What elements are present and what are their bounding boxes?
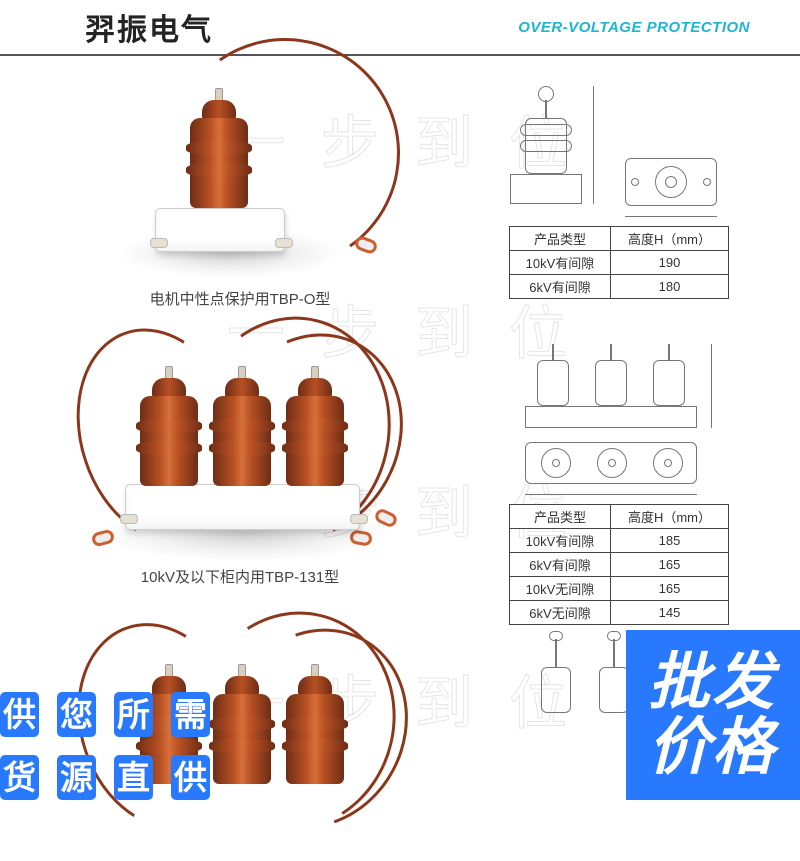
- spec-table-2: 产品类型高度H（mm）10kV有间隙1856kV有间隙16510kV无间隙165…: [509, 504, 729, 625]
- mount-lug: [350, 514, 368, 524]
- device-base: [125, 484, 360, 530]
- insulator: [286, 694, 344, 784]
- insulator: [140, 396, 198, 486]
- page: 羿振电气 OVER-VOLTAGE PROTECTION 一步到位 一步到位 一…: [0, 0, 800, 800]
- product-photo-1: [100, 78, 380, 278]
- overlay-chip: 直: [114, 755, 153, 800]
- schematic-2: 产品类型高度H（mm）10kV有间隙1856kV有间隙16510kV无间隙165…: [505, 344, 745, 594]
- header: 羿振电气 OVER-VOLTAGE PROTECTION: [0, 0, 800, 56]
- brand-en: OVER-VOLTAGE PROTECTION: [518, 19, 750, 36]
- insulator: [213, 694, 271, 784]
- overlay-chip: 货: [0, 755, 39, 800]
- mount-lug: [150, 238, 168, 248]
- device-base: [155, 208, 285, 252]
- product-photo-2: [100, 356, 380, 556]
- ring-terminal: [353, 235, 378, 256]
- overlay-chip: 您: [57, 692, 96, 737]
- schematic-1: 产品类型高度H（mm）10kV有间隙1906kV有间隙180: [505, 66, 745, 286]
- overlay-right-line2: 价格: [648, 715, 776, 780]
- insulator: [286, 396, 344, 486]
- overlay-right-line1: 批发: [648, 650, 776, 715]
- mount-lug: [120, 514, 138, 524]
- insulator: [213, 396, 271, 486]
- brand-cn: 羿振电气: [85, 5, 213, 49]
- overlay-right: 批发 价格: [626, 630, 800, 800]
- overlay-left: 供您所需货源直供: [0, 692, 210, 800]
- caption-2: 10kV及以下柜内用TBP-131型: [100, 566, 380, 587]
- spec-table-1: 产品类型高度H（mm）10kV有间隙1906kV有间隙180: [509, 226, 729, 299]
- overlay-chip: 需: [171, 692, 210, 737]
- mount-lug: [275, 238, 293, 248]
- overlay-chip: 源: [57, 755, 96, 800]
- insulator: [190, 118, 248, 208]
- caption-1: 电机中性点保护用TBP-O型: [100, 288, 380, 309]
- overlay-chip: 供: [0, 692, 39, 737]
- overlay-chip: 所: [114, 692, 153, 737]
- overlay-chip: 供: [171, 755, 210, 800]
